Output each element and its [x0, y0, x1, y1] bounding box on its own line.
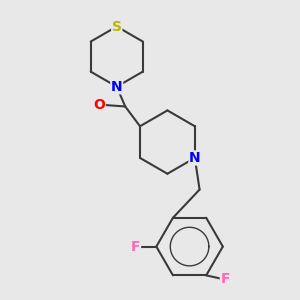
- Text: F: F: [131, 240, 140, 254]
- Text: N: N: [189, 151, 201, 165]
- Text: S: S: [112, 20, 122, 34]
- Text: O: O: [93, 98, 105, 112]
- Text: N: N: [111, 80, 123, 94]
- Text: F: F: [220, 272, 230, 286]
